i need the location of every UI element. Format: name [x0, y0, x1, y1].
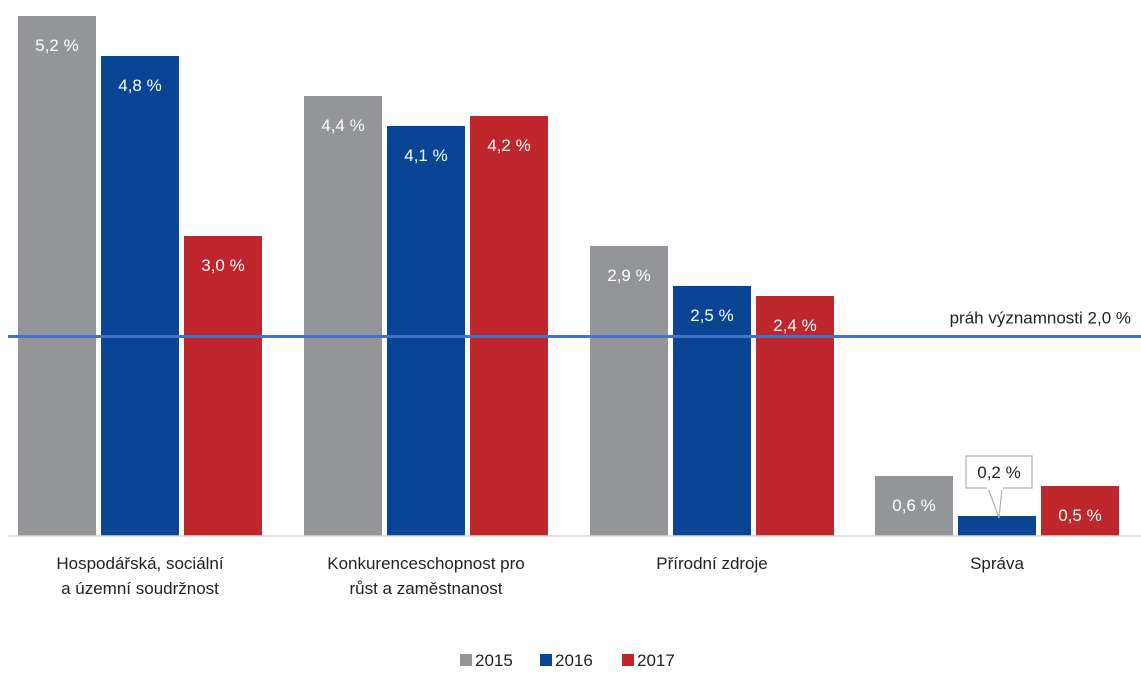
bar-2015-cat3	[590, 246, 668, 536]
category-label-2-line1: Konkurenceschopnost pro	[327, 554, 525, 573]
threshold-label: práh významnosti 2,0 %	[950, 309, 1131, 328]
data-label-2017-cat4: 0,5 %	[1058, 506, 1101, 525]
category-label-1-line2: a územní soudržnost	[61, 579, 219, 598]
bar-2017-cat1	[184, 236, 262, 536]
legend-label-2015: 2015	[475, 651, 513, 670]
bar-2016-cat2	[387, 126, 465, 536]
legend-label-2017: 2017	[637, 651, 675, 670]
category-labels-layer: Hospodářská, sociální a územní soudržnost…	[56, 554, 1024, 598]
category-label-4: Správa	[970, 554, 1024, 573]
bar-2017-cat2	[470, 116, 548, 536]
category-label-1-line1: Hospodářská, sociální	[56, 554, 224, 573]
category-label-2-line2: růst a zaměstnanost	[349, 579, 502, 598]
bar-2015-cat4	[875, 476, 953, 536]
bar-2015-cat2	[304, 96, 382, 536]
data-label-2016-cat1: 4,8 %	[118, 76, 161, 95]
callout-box	[965, 455, 1033, 489]
data-label-2015-cat4: 0,6 %	[892, 496, 935, 515]
legend: 2015 2016 2017	[460, 651, 675, 670]
callout-pointer	[987, 487, 1003, 519]
category-label-3: Přírodní zdroje	[656, 554, 768, 573]
bar-2016-cat3	[673, 286, 751, 536]
bar-labels-layer: 5,2 % 4,4 % 2,9 % 0,6 % 4,8 % 4,1 % 2,5 % 0,2 %…	[35, 36, 1101, 525]
bar-2016-cat4	[958, 516, 1036, 536]
data-label-callout-2016-cat4: 0,2 %	[965, 455, 1033, 519]
data-label-2016-cat4: 0,2 %	[977, 463, 1020, 482]
callout-joint	[987, 486, 1003, 490]
legend-swatch-2015	[460, 654, 472, 666]
bar-2016-cat1	[101, 56, 179, 536]
legend-swatch-2016	[540, 654, 552, 666]
data-label-2017-cat3: 2,4 %	[773, 316, 816, 335]
bar-2017-cat4	[1041, 486, 1119, 536]
data-label-2017-cat2: 4,2 %	[487, 136, 530, 155]
legend-label-2016: 2016	[555, 651, 593, 670]
data-label-2015-cat3: 2,9 %	[607, 266, 650, 285]
data-label-2016-cat3: 2,5 %	[690, 306, 733, 325]
data-label-2015-cat1: 5,2 %	[35, 36, 78, 55]
data-label-2015-cat2: 4,4 %	[321, 116, 364, 135]
data-label-2016-cat2: 4,1 %	[404, 146, 447, 165]
data-label-2017-cat1: 3,0 %	[201, 256, 244, 275]
threshold-layer: práh významnosti 2,0 %	[8, 309, 1141, 338]
legend-swatch-2017	[622, 654, 634, 666]
bars-layer	[18, 16, 1119, 536]
bar-2015-cat1	[18, 16, 96, 536]
